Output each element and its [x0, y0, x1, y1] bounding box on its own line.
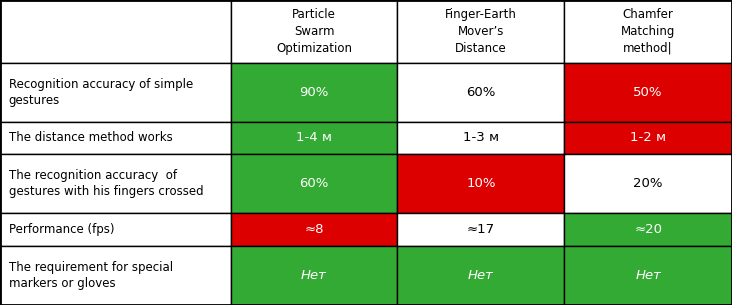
Bar: [564, 63, 732, 122]
Bar: [0, 246, 231, 305]
Text: 50%: 50%: [633, 86, 663, 99]
Text: Нет: Нет: [635, 269, 661, 282]
Bar: [0, 0, 231, 63]
Bar: [397, 122, 564, 154]
Text: 60%: 60%: [466, 86, 496, 99]
Bar: [231, 154, 397, 214]
Text: Chamfer
Matching
method|: Chamfer Matching method|: [621, 8, 676, 55]
Text: Нет: Нет: [468, 269, 494, 282]
Bar: [231, 246, 397, 305]
Text: ≈8: ≈8: [305, 223, 324, 236]
Text: 1-4 м: 1-4 м: [296, 131, 332, 145]
Bar: [397, 0, 564, 63]
Bar: [0, 214, 231, 246]
Text: 1-2 м: 1-2 м: [630, 131, 666, 145]
Text: 1-3 м: 1-3 м: [463, 131, 499, 145]
Bar: [564, 154, 732, 214]
Text: ≈20: ≈20: [634, 223, 662, 236]
Bar: [0, 122, 231, 154]
Bar: [231, 122, 397, 154]
Text: Particle
Swarm
Optimization: Particle Swarm Optimization: [276, 8, 352, 55]
Text: The recognition accuracy  of
gestures with his fingers crossed: The recognition accuracy of gestures wit…: [9, 169, 203, 198]
Text: Нет: Нет: [301, 269, 327, 282]
Text: Recognition accuracy of simple
gestures: Recognition accuracy of simple gestures: [9, 78, 193, 107]
Text: The requirement for special
markers or gloves: The requirement for special markers or g…: [9, 261, 173, 290]
Text: 60%: 60%: [299, 177, 329, 190]
Bar: [231, 63, 397, 122]
Bar: [397, 63, 564, 122]
Bar: [0, 154, 231, 214]
Text: ≈17: ≈17: [467, 223, 495, 236]
Text: 20%: 20%: [633, 177, 663, 190]
Text: 90%: 90%: [299, 86, 329, 99]
Bar: [397, 214, 564, 246]
Bar: [231, 0, 397, 63]
Text: Finger-Earth
Mover’s
Distance: Finger-Earth Mover’s Distance: [445, 8, 517, 55]
Text: The distance method works: The distance method works: [9, 131, 173, 145]
Bar: [564, 246, 732, 305]
Text: 10%: 10%: [466, 177, 496, 190]
Bar: [397, 154, 564, 214]
Text: Performance (fps): Performance (fps): [9, 223, 114, 236]
Bar: [564, 122, 732, 154]
Bar: [564, 214, 732, 246]
Bar: [564, 0, 732, 63]
Bar: [0, 63, 231, 122]
Bar: [231, 214, 397, 246]
Bar: [397, 246, 564, 305]
